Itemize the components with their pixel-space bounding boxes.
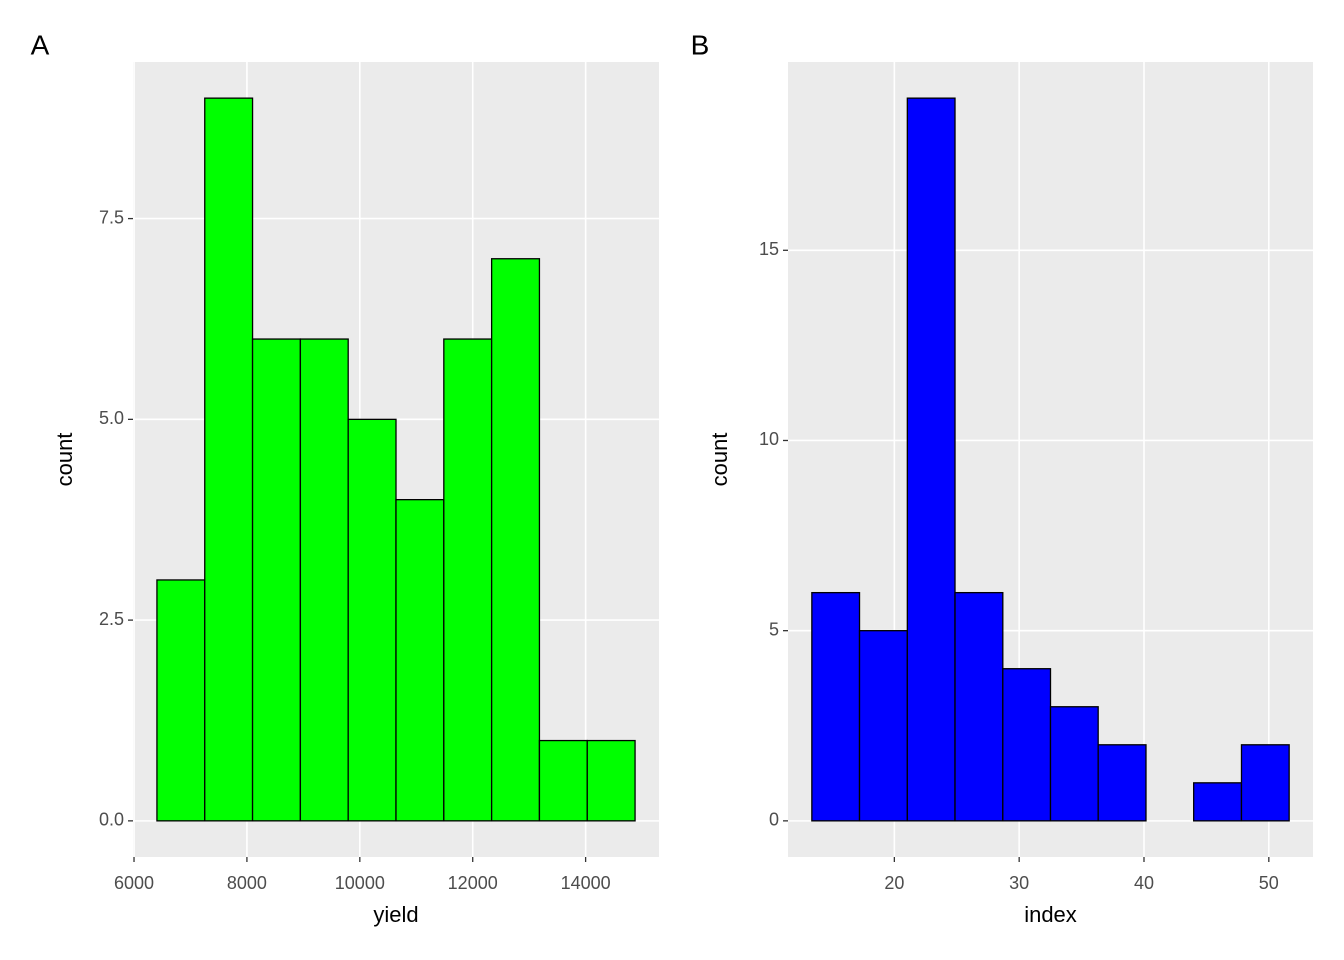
x-tick-label: 14000 <box>561 873 611 893</box>
bar <box>1002 668 1052 822</box>
bar <box>586 739 636 822</box>
bar <box>538 739 588 822</box>
x-tick-label: 50 <box>1259 873 1279 893</box>
bar <box>811 591 861 822</box>
bar <box>443 338 493 822</box>
bar <box>1193 782 1243 822</box>
bar <box>204 97 254 822</box>
bar <box>1097 744 1147 822</box>
panel-title: A <box>31 29 50 60</box>
y-tick-label: 7.5 <box>99 207 124 227</box>
x-tick-label: 12000 <box>448 873 498 893</box>
x-axis-label: index <box>1024 902 1077 927</box>
y-tick-label: 5 <box>769 619 779 639</box>
bar <box>251 338 302 822</box>
bar <box>1240 744 1290 822</box>
y-tick-label: 2.5 <box>99 609 124 629</box>
bar <box>490 258 541 822</box>
bar <box>156 579 206 822</box>
y-tick-label: 5.0 <box>99 408 124 428</box>
bar <box>858 630 908 822</box>
x-tick-label: 10000 <box>335 873 385 893</box>
y-axis-label: count <box>52 433 77 487</box>
bar <box>906 97 956 822</box>
bar <box>395 499 445 822</box>
bar <box>1049 706 1099 822</box>
y-tick-label: 15 <box>759 239 779 259</box>
y-tick-label: 0 <box>769 810 779 830</box>
x-axis-label: yield <box>373 902 418 927</box>
bar <box>954 591 1004 822</box>
y-tick-label: 0.0 <box>99 810 124 830</box>
y-tick-label: 10 <box>759 429 779 449</box>
x-tick-label: 20 <box>884 873 904 893</box>
bar <box>299 338 349 822</box>
x-tick-label: 30 <box>1009 873 1029 893</box>
panel-title: B <box>691 29 710 60</box>
y-axis-label: count <box>707 433 732 487</box>
x-tick-label: 8000 <box>227 873 267 893</box>
x-tick-label: 6000 <box>114 873 154 893</box>
x-tick-label: 40 <box>1134 873 1154 893</box>
bar <box>347 418 397 822</box>
